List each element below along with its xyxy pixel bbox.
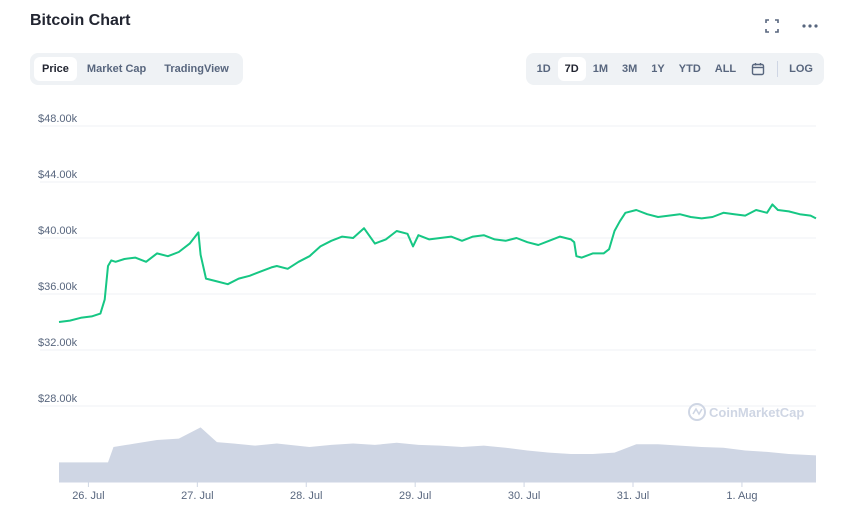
watermark: CoinMarketCap bbox=[688, 403, 804, 421]
x-tick-label: 29. Jul bbox=[399, 490, 431, 502]
range-3m[interactable]: 3M bbox=[622, 63, 638, 75]
x-tick-label: 30. Jul bbox=[508, 490, 540, 502]
range-selector: 1D 7D 1M 3M 1Y YTD ALL LOG bbox=[525, 53, 824, 85]
range-1d[interactable]: 1D bbox=[536, 63, 551, 75]
x-axis: 26. Jul 27. Jul 28. Jul 29. Jul 30. Jul 31. J… bbox=[59, 481, 816, 502]
price-series-line bbox=[58, 203, 817, 323]
x-tick-label: 28. Jul bbox=[290, 490, 322, 502]
y-tick-label: $32.00k bbox=[38, 337, 78, 349]
range-all[interactable]: ALL bbox=[714, 63, 737, 75]
watermark-text: CoinMarketCap bbox=[709, 405, 804, 420]
y-axis-ticks: $28.00k $32.00k $36.00k $40.00k $44.00k $48.0… bbox=[38, 113, 78, 405]
range-1m[interactable]: 1M bbox=[592, 63, 609, 75]
fullscreen-icon[interactable] bbox=[762, 16, 782, 36]
tab-tradingview[interactable]: TradingView bbox=[164, 63, 229, 75]
tab-market-cap[interactable]: Market Cap bbox=[86, 63, 147, 75]
calendar-icon[interactable] bbox=[743, 62, 773, 76]
volume-area bbox=[59, 427, 816, 482]
price-line bbox=[58, 203, 817, 323]
log-toggle[interactable]: LOG bbox=[789, 63, 813, 75]
y-tick-label: $48.00k bbox=[38, 113, 78, 125]
y-tick-label: $28.00k bbox=[38, 393, 78, 405]
x-tick-label: 27. Jul bbox=[181, 490, 213, 502]
coinmarketcap-logo-icon bbox=[688, 403, 706, 421]
range-1y[interactable]: 1Y bbox=[651, 63, 665, 75]
x-tick-label: 1. Aug bbox=[726, 490, 757, 502]
x-tick-label: 26. Jul bbox=[72, 490, 104, 502]
range-ytd[interactable]: YTD bbox=[678, 63, 701, 75]
y-tick-label: $40.00k bbox=[38, 225, 78, 237]
page-title: Bitcoin Chart bbox=[30, 12, 131, 29]
y-tick-label: $36.00k bbox=[38, 281, 78, 293]
range-divider bbox=[777, 61, 779, 77]
range-7d[interactable]: 7D bbox=[557, 57, 586, 81]
more-horizontal-icon[interactable] bbox=[800, 16, 820, 36]
grid-lines bbox=[40, 125, 816, 407]
x-tick-label: 31. Jul bbox=[617, 490, 649, 502]
tab-price[interactable]: Price bbox=[34, 57, 77, 81]
chart-type-tabs: Price Market Cap TradingView bbox=[30, 53, 243, 85]
volume-bars bbox=[59, 427, 816, 482]
y-tick-label: $44.00k bbox=[38, 169, 78, 181]
